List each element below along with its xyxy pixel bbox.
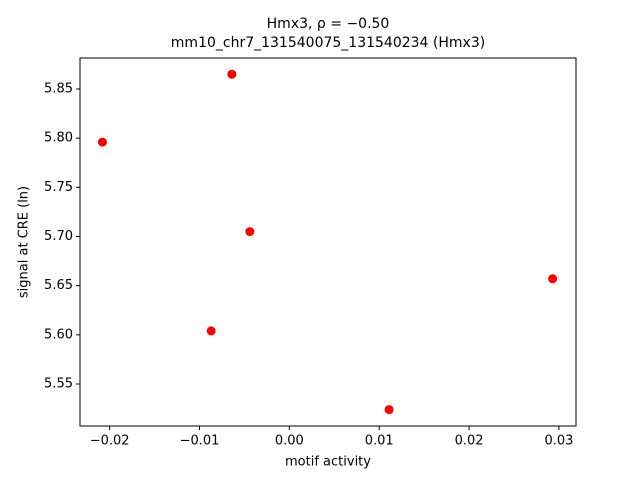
x-tick-label: −0.02: [90, 434, 130, 449]
x-tick-label: −0.01: [180, 434, 220, 449]
x-tick-label: 0.02: [455, 434, 484, 449]
x-tick-label: 0.00: [275, 434, 304, 449]
plot-frame: [79, 57, 577, 427]
chart-subtitle: mm10_chr7_131540075_131540234 (Hmx3): [171, 35, 485, 51]
point: [384, 405, 394, 415]
x-tick-label: 0.03: [544, 434, 573, 449]
y-tick-label: 5.65: [44, 278, 73, 293]
y-tick-label: 5.75: [44, 180, 73, 195]
point: [206, 326, 216, 336]
point: [227, 69, 237, 79]
point: [97, 137, 107, 147]
x-tick-label: 0.01: [365, 434, 394, 449]
y-tick-label: 5.60: [44, 327, 73, 342]
y-tick-label: 5.80: [44, 131, 73, 146]
point: [245, 227, 255, 237]
chart-title: Hmx3, ρ = −0.50: [267, 16, 390, 32]
x-axis-label: motif activity: [285, 455, 371, 470]
point: [548, 274, 558, 284]
y-axis-label: signal at CRE (ln): [17, 186, 32, 298]
y-tick-label: 5.55: [44, 377, 73, 392]
y-tick-label: 5.70: [44, 229, 73, 244]
y-tick-label: 5.85: [44, 81, 73, 96]
